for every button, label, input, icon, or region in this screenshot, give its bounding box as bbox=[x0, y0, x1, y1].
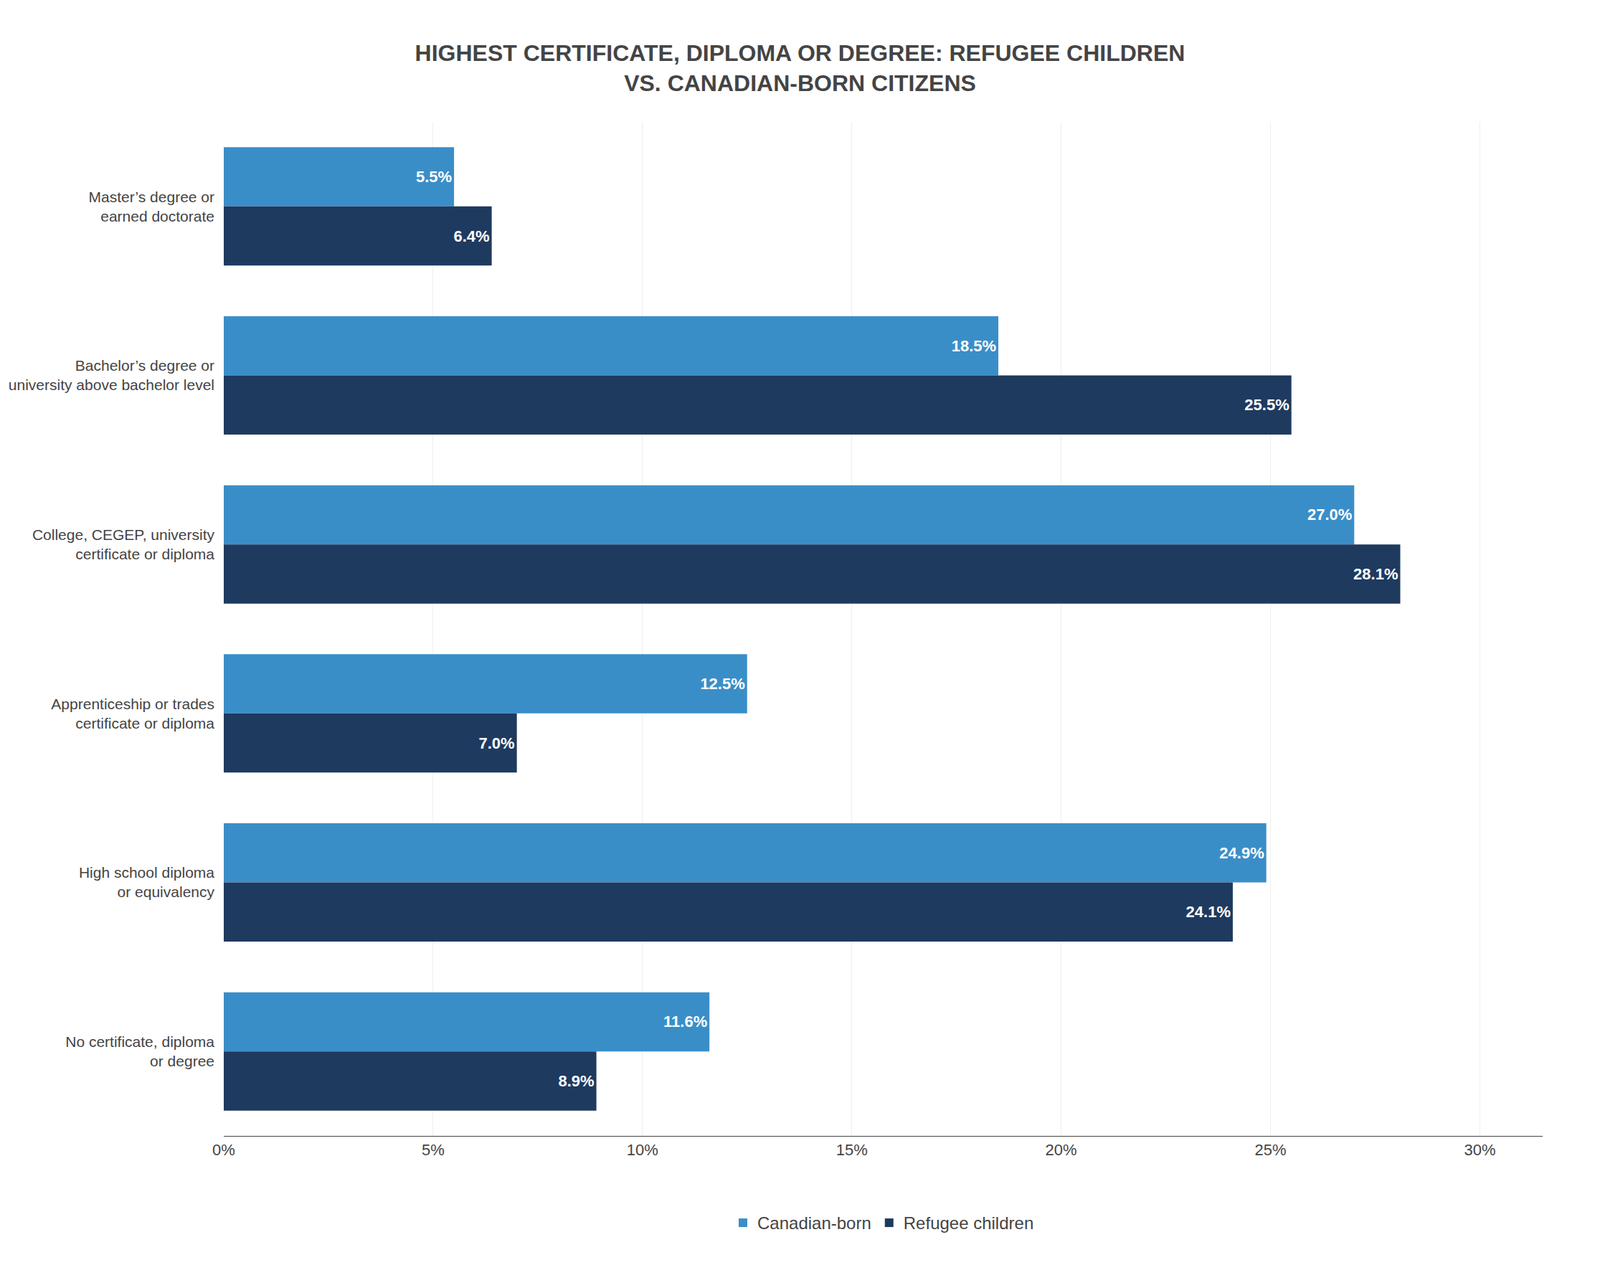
svg-text:Master’s degree orearned docto: Master’s degree orearned doctorate bbox=[88, 188, 215, 225]
svg-text:15%: 15% bbox=[836, 1141, 868, 1159]
svg-text:Apprenticeship or tradescertif: Apprenticeship or tradescertificate or d… bbox=[50, 695, 215, 732]
svg-text:0%: 0% bbox=[212, 1141, 236, 1159]
svg-text:18.5%: 18.5% bbox=[951, 337, 997, 355]
svg-text:24.9%: 24.9% bbox=[1219, 844, 1264, 863]
svg-text:HIGHEST CERTIFICATE, DIPLOMA O: HIGHEST CERTIFICATE, DIPLOMA OR DEGREE: … bbox=[415, 40, 1186, 97]
svg-text:30%: 30% bbox=[1463, 1141, 1496, 1159]
svg-text:8.9%: 8.9% bbox=[557, 1072, 594, 1091]
svg-text:10%: 10% bbox=[626, 1141, 659, 1159]
svg-text:No certificate, diplomaor degr: No certificate, diplomaor degree bbox=[65, 1033, 215, 1070]
svg-text:24.1%: 24.1% bbox=[1186, 902, 1231, 921]
svg-text:5.5%: 5.5% bbox=[415, 167, 452, 186]
svg-text:College, CEGEP, universitycert: College, CEGEP, universitycertificate or… bbox=[32, 526, 216, 563]
svg-text:High school diplomaor equivale: High school diplomaor equivalency bbox=[78, 864, 216, 901]
svg-text:27.0%: 27.0% bbox=[1307, 505, 1352, 524]
svg-text:12.5%: 12.5% bbox=[699, 674, 745, 693]
svg-text:Canadian-born: Canadian-born bbox=[757, 1213, 872, 1233]
svg-text:6.4%: 6.4% bbox=[453, 227, 490, 246]
svg-text:11.6%: 11.6% bbox=[663, 1012, 708, 1031]
svg-text:20%: 20% bbox=[1045, 1141, 1078, 1159]
svg-text:25.5%: 25.5% bbox=[1244, 395, 1289, 414]
svg-text:28.1%: 28.1% bbox=[1353, 565, 1398, 584]
svg-text:Bachelor’s degree oruniversity: Bachelor’s degree oruniversity above bac… bbox=[8, 357, 215, 394]
svg-text:7.0%: 7.0% bbox=[479, 734, 515, 753]
svg-text:5%: 5% bbox=[421, 1141, 445, 1159]
svg-text:25%: 25% bbox=[1254, 1141, 1286, 1159]
svg-text:Refugee children: Refugee children bbox=[903, 1213, 1034, 1233]
